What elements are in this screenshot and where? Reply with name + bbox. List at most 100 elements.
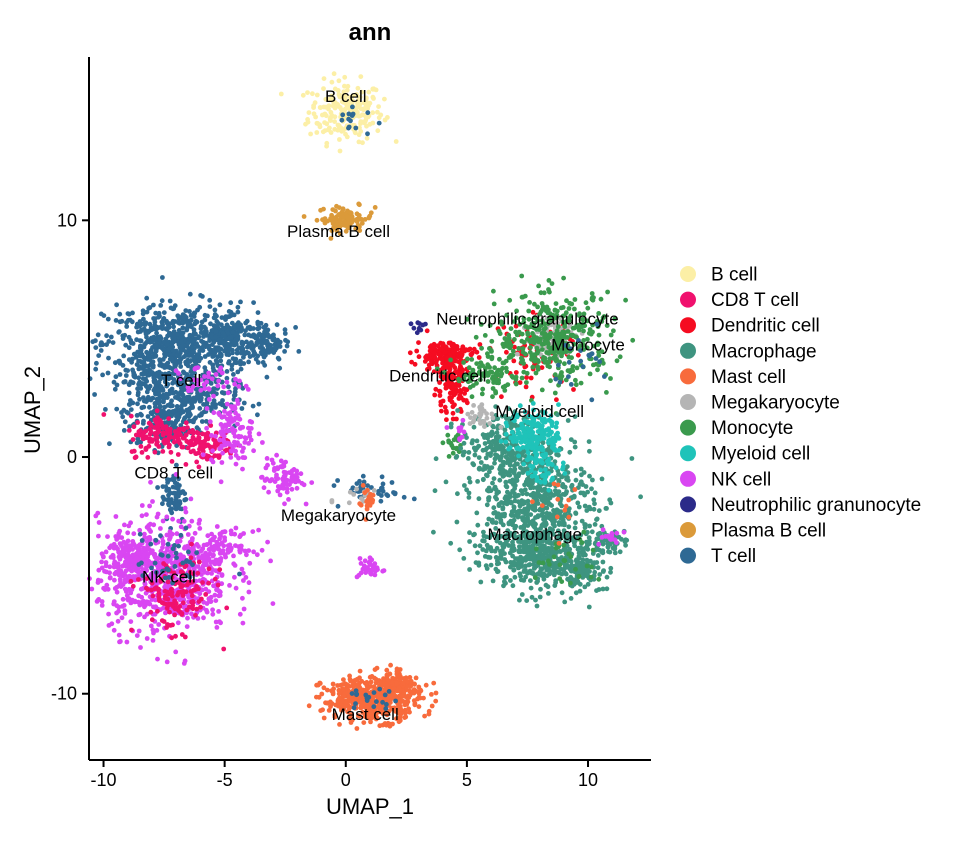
data-point: [139, 513, 145, 519]
data-point: [242, 548, 248, 554]
data-point: [140, 573, 146, 578]
data-point: [538, 336, 543, 342]
data-point: [332, 119, 337, 124]
data-point: [274, 452, 279, 458]
data-point: [217, 302, 223, 308]
data-point: [216, 593, 222, 599]
data-point: [581, 328, 586, 334]
data-point: [374, 711, 379, 716]
data-point: [440, 360, 445, 366]
data-point: [159, 423, 165, 428]
data-point: [218, 558, 223, 564]
data-point: [157, 362, 163, 368]
data-point: [195, 439, 201, 445]
data-point: [166, 477, 172, 483]
data-point: [167, 298, 173, 304]
data-point: [210, 401, 216, 407]
data-point: [448, 357, 453, 363]
data-point: [148, 609, 154, 615]
data-point: [160, 545, 165, 550]
data-point: [416, 354, 422, 360]
data-point: [181, 661, 187, 666]
data-point: [278, 458, 284, 464]
data-point: [178, 347, 184, 353]
data-point: [177, 597, 183, 603]
data-point: [167, 609, 172, 615]
data-point: [380, 699, 385, 705]
data-point: [250, 529, 256, 534]
data-point: [379, 474, 385, 480]
data-point: [306, 703, 312, 709]
data-point: [385, 493, 391, 499]
data-point: [236, 455, 241, 461]
data-point: [191, 377, 197, 383]
data-point: [149, 587, 154, 593]
data-point: [173, 368, 179, 374]
data-point: [155, 656, 160, 662]
data-point: [360, 483, 366, 488]
data-point: [181, 336, 187, 342]
data-point: [614, 358, 620, 364]
data-point: [144, 309, 150, 315]
data-point: [114, 584, 120, 590]
data-point: [442, 404, 448, 410]
data-point: [171, 477, 177, 483]
data-point: [113, 318, 119, 323]
data-point: [316, 694, 322, 700]
data-point: [135, 386, 141, 392]
data-point: [144, 576, 150, 581]
data-point: [213, 328, 219, 334]
data-point: [127, 573, 132, 579]
data-point: [141, 326, 147, 332]
data-point: [492, 365, 497, 371]
data-point: [244, 552, 249, 558]
data-point: [345, 709, 350, 715]
data-point: [331, 483, 337, 488]
data-point: [330, 207, 336, 213]
data-point: [212, 307, 218, 313]
data-point: [229, 448, 235, 454]
data-point: [251, 300, 256, 305]
data-point: [227, 346, 233, 352]
data-point: [135, 390, 141, 396]
data-point: [531, 334, 537, 339]
data-point: [196, 334, 202, 340]
data-point: [372, 675, 377, 681]
data-point: [122, 611, 128, 616]
data-point: [267, 478, 273, 484]
data-point: [126, 345, 132, 351]
data-point: [120, 563, 125, 569]
data-point: [540, 347, 545, 352]
data-point: [122, 332, 128, 338]
data-point: [204, 400, 210, 406]
data-point: [364, 506, 370, 512]
data-point: [347, 219, 353, 225]
data-point: [146, 372, 152, 378]
data-point: [197, 398, 203, 404]
data-point: [139, 405, 145, 411]
data-point: [397, 718, 403, 723]
data-point: [437, 380, 442, 385]
data-point: [167, 500, 173, 505]
data-point: [139, 560, 144, 566]
data-point: [177, 499, 183, 504]
data-point: [221, 543, 227, 549]
data-point: [375, 128, 381, 134]
data-point: [591, 295, 596, 300]
data-point: [171, 331, 177, 336]
data-point: [335, 683, 340, 688]
data-point: [189, 611, 194, 617]
data-point: [374, 699, 379, 704]
data-point: [519, 375, 525, 381]
data-point: [489, 338, 495, 344]
data-point: [567, 369, 573, 375]
data-point: [617, 354, 623, 360]
data-point: [430, 344, 436, 350]
data-point: [146, 443, 152, 449]
data-point: [371, 488, 377, 493]
data-point: [511, 358, 517, 364]
data-point: [195, 377, 200, 383]
data-point: [114, 406, 120, 412]
data-point: [188, 589, 194, 594]
data-point: [187, 291, 193, 297]
